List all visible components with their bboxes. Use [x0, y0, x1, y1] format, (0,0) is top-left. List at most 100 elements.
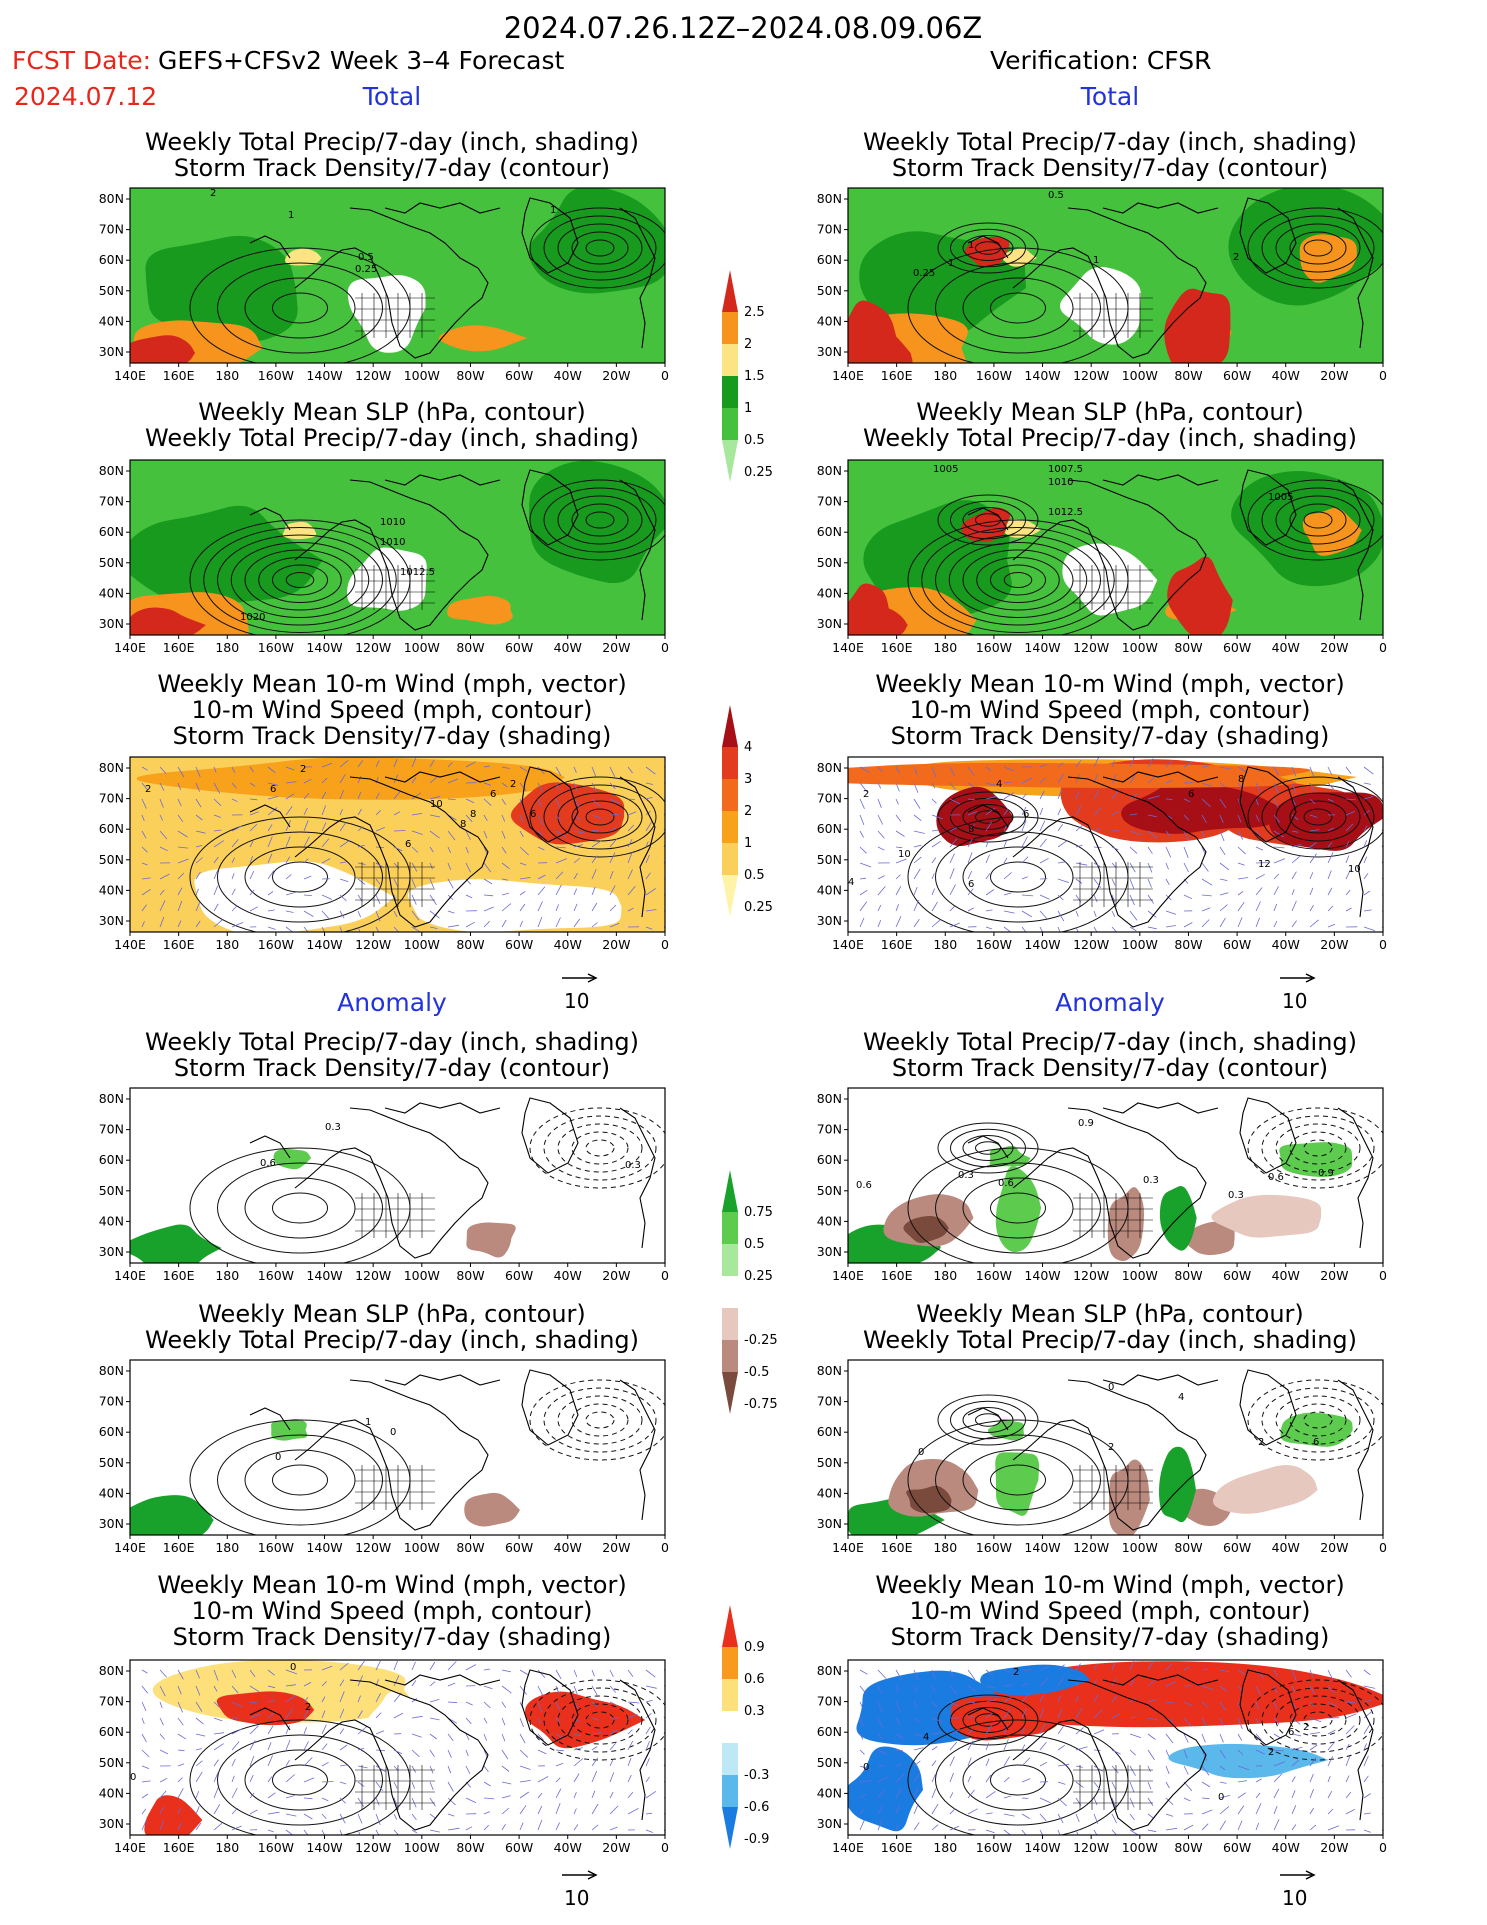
wind-vector	[1309, 1773, 1314, 1783]
wind-vector	[1345, 840, 1350, 848]
wind-vector	[1111, 1765, 1119, 1774]
contour-line	[543, 1387, 657, 1453]
wind-vector	[213, 1701, 220, 1708]
wind-vector	[609, 827, 616, 832]
panel-title-line: Weekly Mean SLP (hPa, contour)	[916, 1300, 1304, 1328]
wind-vector	[1147, 814, 1157, 818]
wind-vector	[1345, 907, 1352, 912]
contour-line	[1247, 776, 1383, 858]
contour-label: 8	[470, 809, 476, 820]
wind-vector	[1363, 1669, 1371, 1676]
section-anomaly-right: Anomaly	[1055, 988, 1165, 1017]
wind-vector	[519, 846, 529, 856]
wind-vector	[609, 1759, 614, 1767]
wind-vector	[645, 841, 649, 848]
coastline	[1337, 207, 1374, 349]
wind-vector	[1237, 814, 1242, 823]
lon-tick-label: 140E	[832, 1840, 864, 1855]
wind-vector	[1255, 1669, 1264, 1678]
wind-vector	[1273, 1773, 1283, 1783]
lon-tick-label: 40W	[1272, 1840, 1300, 1855]
wind-vector	[231, 857, 235, 864]
wind-vector	[1129, 862, 1136, 873]
wind-vector	[931, 840, 942, 848]
wind-vector	[465, 761, 476, 768]
wind-vector	[1273, 1819, 1280, 1831]
wind-vector	[1201, 878, 1213, 886]
wind-vector	[1129, 813, 1138, 816]
vector-ref-arrow-3: 10	[560, 1862, 600, 1910]
wind-vector	[267, 1700, 275, 1703]
colorbar-label: 0.3	[744, 1704, 765, 1719]
wind-vector	[447, 1701, 458, 1704]
contour-label: 2	[1108, 1442, 1114, 1453]
wind-vector	[195, 830, 206, 834]
wind-vector	[895, 814, 902, 822]
contour-line	[962, 507, 1014, 533]
wind-vector	[231, 1685, 239, 1694]
contour-line	[1261, 1387, 1375, 1453]
colorbar-segment	[722, 1276, 738, 1308]
wind-vector	[1255, 917, 1260, 928]
wind-vector	[501, 903, 512, 912]
wind-vector	[249, 870, 255, 880]
wind-vector	[591, 855, 598, 864]
wind-vector	[1255, 887, 1263, 896]
wind-vector	[609, 1772, 615, 1783]
contour-line	[244, 549, 356, 611]
contour-label: 1012.5	[1048, 507, 1083, 518]
panel-title-line: Weekly Total Precip/7-day (inch, shading…	[862, 128, 1358, 156]
wind-vector	[1219, 1749, 1226, 1759]
wind-vector	[1003, 840, 1008, 848]
wind-vector	[913, 1822, 920, 1831]
contour-line	[1303, 239, 1333, 257]
lat-tick-label: 30N	[99, 913, 124, 928]
wind-vector	[627, 1713, 638, 1719]
wind-vector	[1219, 1685, 1228, 1692]
wind-vector	[913, 1803, 919, 1815]
lat-tick-label: 50N	[99, 852, 124, 867]
wind-vector	[931, 829, 940, 832]
wind-vector	[1057, 1725, 1064, 1735]
wind-vector	[1291, 900, 1297, 912]
wind-vector	[1003, 1795, 1012, 1799]
contour-label: 1005	[1268, 492, 1293, 503]
wind-vector	[285, 1829, 293, 1835]
coastline	[1337, 479, 1374, 621]
wind-vector	[321, 1829, 325, 1835]
wind-vector	[1021, 1757, 1031, 1767]
wind-vector	[357, 894, 363, 902]
coastline	[1012, 1679, 1207, 1831]
wind-vector	[177, 846, 189, 849]
wind-vector	[949, 838, 958, 848]
coastline	[967, 804, 1009, 828]
colorbar-precip-anomaly: 0.75 0.5 0.25 -0.25 -0.5 -0.75	[722, 1170, 802, 1418]
wind-vector	[931, 1746, 938, 1751]
wind-vector	[303, 1797, 313, 1800]
wind-vector	[285, 1813, 297, 1817]
wind-vector	[267, 824, 273, 832]
wind-vector	[555, 830, 567, 838]
wind-vector	[1057, 823, 1064, 832]
shading-region	[1168, 1743, 1329, 1779]
wind-vector	[177, 1733, 187, 1740]
wind-vector	[1273, 1669, 1278, 1677]
panel-title-line: 10-m Wind Speed (mph, contour)	[191, 1597, 593, 1625]
wind-vector	[967, 1701, 976, 1704]
wind-vector	[501, 862, 510, 870]
wind-vector	[141, 1701, 147, 1711]
wind-vector	[1327, 870, 1332, 880]
wind-vector	[931, 1773, 936, 1783]
contour-label: 6	[1023, 809, 1029, 820]
contour-line	[975, 241, 1001, 255]
wind-vector	[573, 872, 578, 880]
wind-vector	[573, 1808, 577, 1815]
wind-vector	[645, 1829, 654, 1833]
wind-vector	[591, 840, 602, 848]
wind-vector	[913, 1747, 924, 1751]
wind-vector	[1309, 1807, 1315, 1815]
wind-vector	[267, 807, 278, 816]
wind-vector	[1093, 1664, 1098, 1671]
contour-label: 0.6	[260, 1158, 276, 1169]
